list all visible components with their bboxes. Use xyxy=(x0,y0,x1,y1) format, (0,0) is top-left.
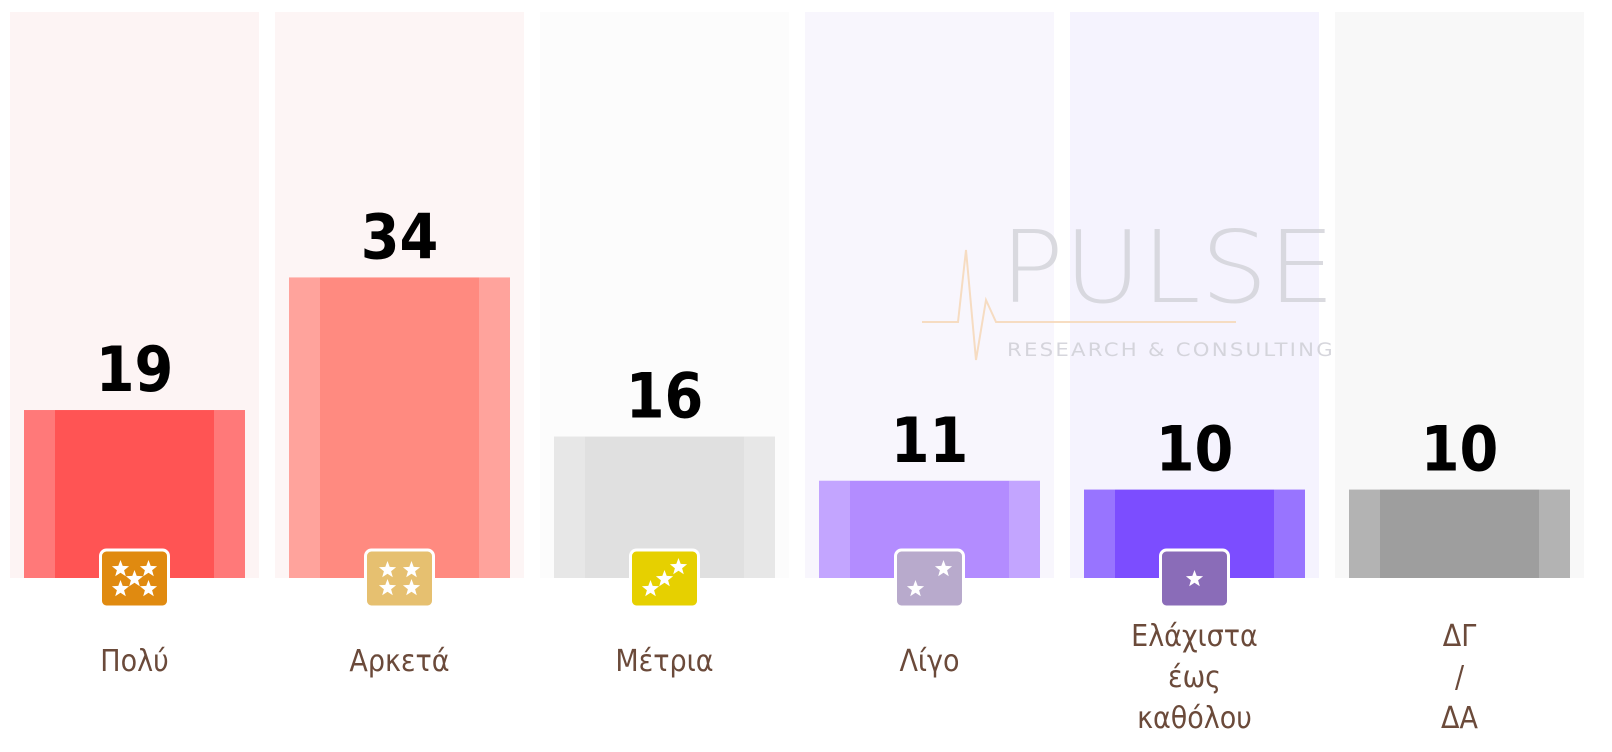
value-label: 19 xyxy=(96,333,174,406)
column-background xyxy=(1070,12,1319,578)
category-label: Ελάχιστα έως καθόλου xyxy=(1131,619,1258,736)
bar-edge xyxy=(479,277,510,578)
watermark-tagline: RESEARCH & CONSULTING xyxy=(1007,339,1335,361)
bar-edge xyxy=(1539,489,1570,578)
icon-star xyxy=(402,561,421,578)
category-label: Λίγο xyxy=(899,644,959,679)
icon-star xyxy=(139,580,158,597)
icon-star xyxy=(641,580,660,597)
value-label: 34 xyxy=(361,201,439,274)
watermark-name: PULSE xyxy=(1000,209,1335,326)
icon-star xyxy=(402,579,421,596)
bar-edge xyxy=(289,277,320,578)
bar-edge xyxy=(1274,489,1305,578)
icon-star xyxy=(125,570,144,587)
value-label: 10 xyxy=(1156,413,1234,486)
bar-edge xyxy=(1349,489,1380,578)
column-background xyxy=(1335,12,1584,578)
category-label: ΔΓ / ΔΑ xyxy=(1441,619,1478,736)
icon-star xyxy=(139,560,158,577)
bar-edge xyxy=(1084,489,1115,578)
icon-star xyxy=(111,580,130,597)
icon-star xyxy=(378,579,397,596)
icon-star xyxy=(906,580,925,597)
value-label: 10 xyxy=(1421,413,1499,486)
icon-star xyxy=(111,560,130,577)
bar-edge xyxy=(744,436,775,578)
category-label: Πολύ xyxy=(100,644,168,679)
icon xyxy=(364,548,435,609)
icon xyxy=(894,548,965,609)
icon-star xyxy=(934,560,953,577)
icon-star xyxy=(655,570,674,587)
category-label: Μέτρια xyxy=(615,644,713,679)
bar-edge xyxy=(819,480,850,578)
category-label: Αρκετά xyxy=(349,644,449,679)
bar-edge xyxy=(214,410,245,578)
value-label: 11 xyxy=(891,404,969,477)
icon-star xyxy=(669,558,688,575)
icon-star xyxy=(378,561,397,578)
bar-edge xyxy=(1009,480,1040,578)
icon-star xyxy=(1185,570,1204,587)
watermark-pulse xyxy=(922,249,1236,361)
watermark: PULSE RESEARCH & CONSULTING xyxy=(922,209,1335,361)
bar xyxy=(1349,489,1570,578)
bar-edge xyxy=(554,436,585,578)
value-label: 16 xyxy=(626,360,704,433)
bar xyxy=(289,277,510,578)
bar-edge xyxy=(24,410,55,578)
